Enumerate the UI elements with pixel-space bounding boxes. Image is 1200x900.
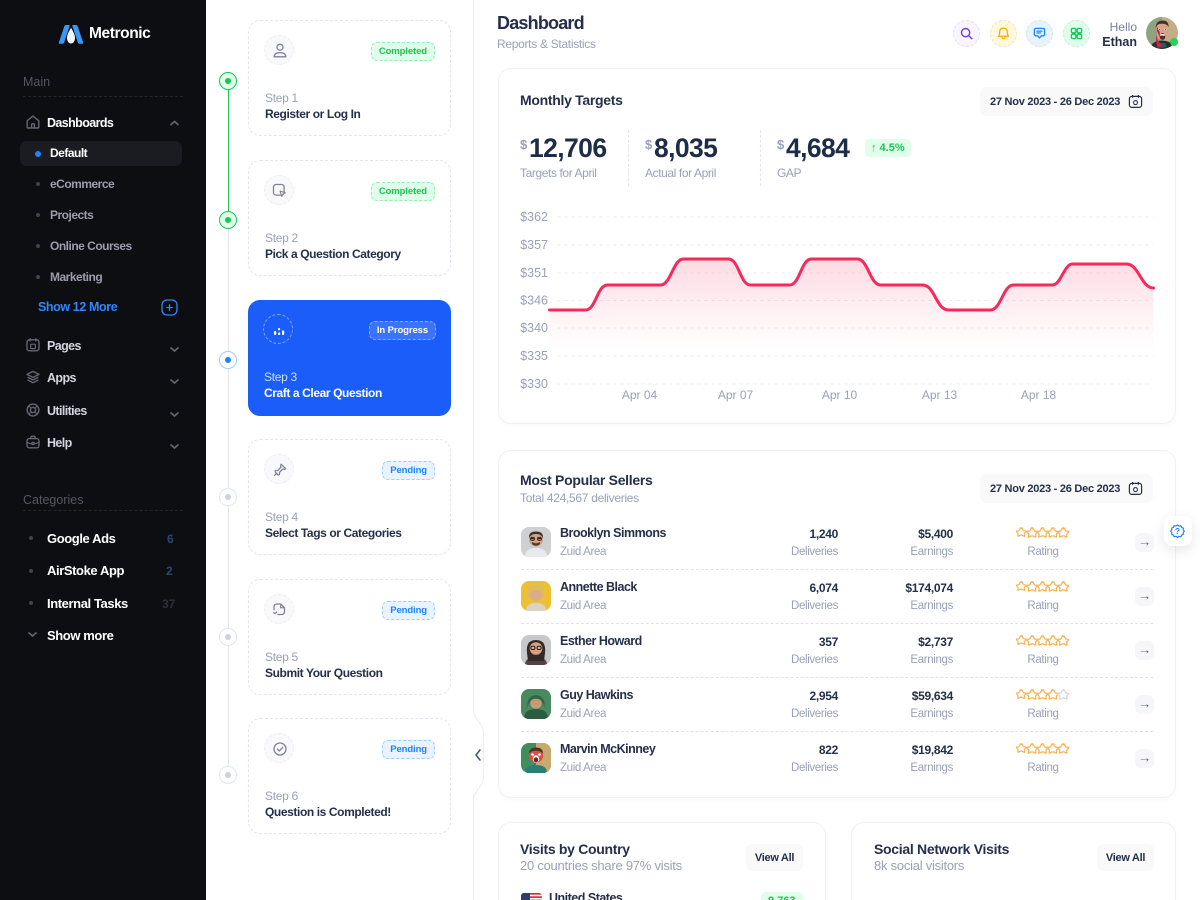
svg-text:$346: $346 bbox=[520, 294, 548, 308]
svg-text:Apr 13: Apr 13 bbox=[921, 388, 957, 402]
svg-text:Apr 04: Apr 04 bbox=[621, 388, 657, 402]
svg-text:$340: $340 bbox=[520, 321, 548, 335]
svg-text:$351: $351 bbox=[520, 266, 548, 280]
svg-text:Apr 07: Apr 07 bbox=[717, 388, 753, 402]
svg-text:$357: $357 bbox=[520, 238, 548, 252]
svg-text:$335: $335 bbox=[520, 349, 548, 363]
svg-text:$330: $330 bbox=[520, 377, 548, 391]
svg-text:Apr 10: Apr 10 bbox=[821, 388, 857, 402]
svg-text:?: ? bbox=[1175, 526, 1180, 536]
svg-text:Apr 18: Apr 18 bbox=[1020, 388, 1056, 402]
svg-text:$362: $362 bbox=[520, 210, 548, 224]
